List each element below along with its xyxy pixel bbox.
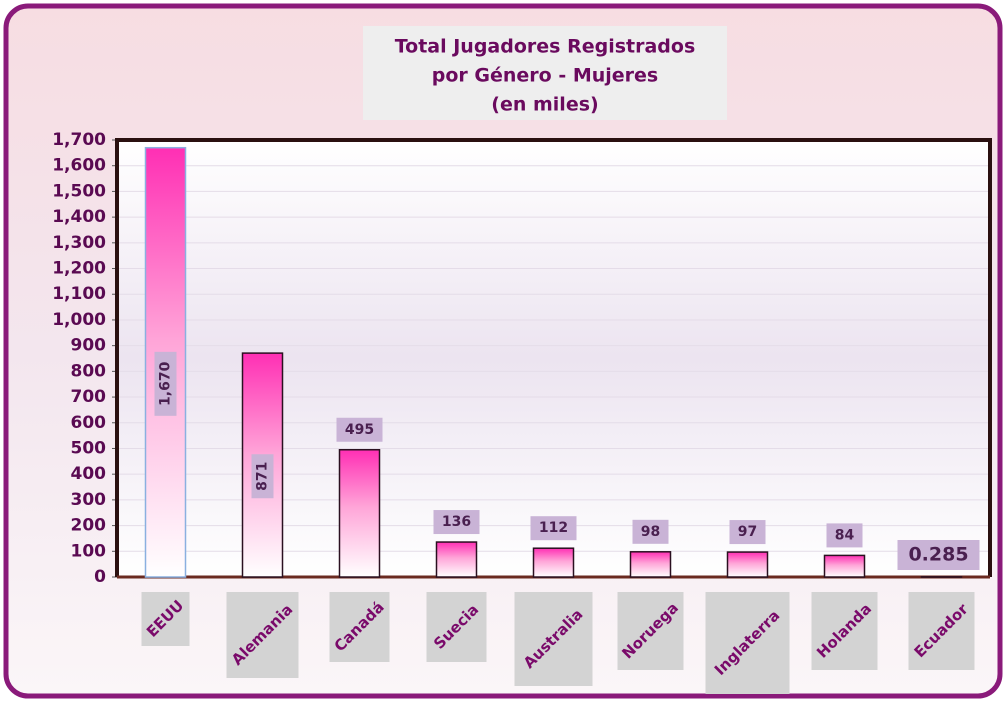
- y-tick-label: 1,000: [52, 310, 106, 330]
- value-label: 871: [255, 462, 271, 491]
- y-tick-label: 1,200: [52, 259, 106, 279]
- y-tick-label: 400: [71, 464, 107, 484]
- bar: [340, 450, 380, 577]
- chart-title: (en miles): [491, 94, 598, 116]
- bar: [728, 552, 768, 577]
- value-label: 98: [641, 524, 660, 540]
- y-tick-label: 1,400: [52, 207, 106, 227]
- chart-title: Total Jugadores Registrados: [395, 36, 696, 58]
- y-tick-label: 600: [71, 413, 107, 433]
- bar: [437, 542, 477, 577]
- y-tick-label: 1,500: [52, 181, 106, 201]
- y-tick-label: 100: [71, 541, 107, 561]
- chart-title: por Género - Mujeres: [432, 65, 658, 87]
- value-label: 136: [442, 514, 471, 530]
- value-label: 1,670: [158, 361, 174, 406]
- y-tick-label: 1,600: [52, 156, 106, 176]
- value-label: 495: [345, 422, 374, 438]
- y-tick-label: 700: [71, 387, 107, 407]
- bar: [631, 552, 671, 577]
- bar: [534, 548, 574, 577]
- y-tick-label: 1,700: [52, 130, 106, 150]
- value-label: 84: [835, 527, 855, 543]
- y-tick-label: 200: [71, 516, 107, 536]
- y-tick-label: 0: [94, 567, 106, 587]
- y-tick-label: 1,100: [52, 284, 106, 304]
- bar: [825, 555, 865, 577]
- y-tick-label: 300: [71, 490, 107, 510]
- y-tick-label: 800: [71, 361, 107, 381]
- value-label: 97: [738, 524, 757, 540]
- y-tick-label: 900: [71, 336, 107, 356]
- y-tick-label: 500: [71, 438, 107, 458]
- y-tick-label: 1,300: [52, 233, 106, 253]
- value-label: 112: [539, 520, 568, 536]
- value-label: 0.285: [908, 544, 968, 566]
